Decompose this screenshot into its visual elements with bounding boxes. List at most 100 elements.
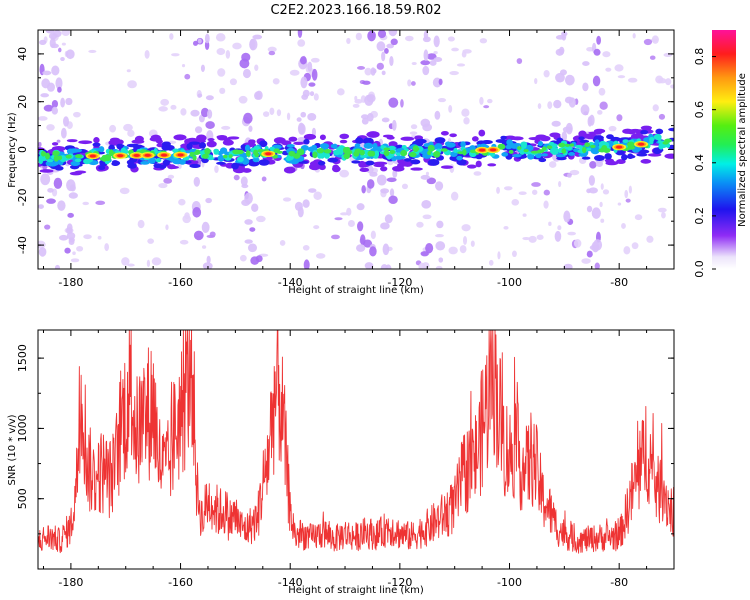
colorbar-tick-label: 0.0 [693, 260, 706, 278]
heatmap-background-blob [665, 78, 672, 86]
heatmap-streak-blob [254, 91, 261, 100]
heatmap-streak-blob [247, 243, 258, 253]
heatmap-background-blob [649, 55, 656, 60]
heatmap-band-blob [311, 144, 317, 149]
heatmap-band-blob [510, 136, 524, 141]
heatmap-background-blob [214, 165, 219, 174]
heatmap-background-blob [522, 213, 527, 217]
heatmap-background-blob [127, 129, 135, 137]
heatmap-streak-blob [587, 116, 593, 127]
y-tick-label: -40 [16, 236, 29, 254]
heatmap-band-blob [627, 130, 636, 135]
heatmap-background-blob [272, 78, 280, 85]
heatmap-background-blob [144, 49, 150, 59]
heatmap-background-blob [331, 234, 340, 240]
heatmap-band-blob [397, 155, 406, 160]
heatmap-background-blob [209, 231, 216, 238]
heatmap-band-blob [222, 139, 234, 146]
heatmap-background-blob [463, 117, 470, 125]
heatmap-band-blob [440, 130, 449, 136]
x-tick-label: -100 [497, 576, 522, 589]
heatmap-band-blob [495, 139, 507, 143]
heatmap-band-blob [649, 138, 654, 145]
heatmap-background-blob [586, 46, 594, 52]
heatmap-band-blob [616, 159, 626, 165]
heatmap-streak-blob [53, 177, 63, 189]
heatmap-background-blob [219, 87, 226, 94]
heatmap-band-blob [382, 134, 394, 138]
heatmap-hotspot-core [637, 142, 645, 146]
heatmap-band-blob [126, 143, 139, 148]
heatmap-streak-blob [63, 116, 69, 127]
heatmap-background-blob [528, 235, 537, 243]
heatmap-band-blob [201, 153, 209, 159]
heatmap-background-blob [536, 234, 544, 240]
heatmap-streak-blob [60, 57, 65, 62]
heatmap-streak-blob [392, 169, 398, 178]
heatmap-band-blob [222, 154, 228, 159]
heatmap-streak-blob [68, 239, 75, 245]
spectrogram-xlabel: Height of straight line (km) [288, 285, 424, 296]
heatmap-band-blob [462, 148, 467, 156]
heatmap-band-blob [668, 127, 674, 132]
heatmap-hotspot-core [615, 145, 623, 149]
colorbar-gradient [712, 30, 736, 269]
heatmap-background-blob [215, 33, 226, 42]
heatmap-streak-blob [240, 176, 248, 187]
colorbar-label: Normalized spectral amplitude [737, 73, 748, 227]
heatmap-streak-blob [564, 74, 575, 86]
heatmap-band-blob [109, 137, 121, 143]
heatmap-band-blob [578, 130, 587, 138]
heatmap-background-blob [97, 235, 102, 240]
heatmap-band-blob [336, 146, 343, 154]
heatmap-band-blob [69, 171, 83, 176]
heatmap-background-blob [180, 108, 187, 116]
heatmap-streak-blob [420, 174, 430, 180]
heatmap-band-blob [372, 142, 378, 150]
heatmap-background-blob [339, 169, 350, 178]
heatmap-band-blob [286, 143, 295, 148]
heatmap-streak-blob [302, 89, 310, 98]
heatmap-band-blob [52, 151, 59, 156]
heatmap-streak-blob [249, 38, 258, 51]
heatmap-band-blob [370, 150, 376, 157]
heatmap-background-blob [450, 191, 459, 201]
x-tick-label: -80 [610, 276, 628, 289]
x-tick-label: -180 [58, 276, 83, 289]
heatmap-background-blob [163, 177, 173, 184]
colorbar-tick-label: 0.6 [693, 101, 706, 119]
heatmap-streak-blob [244, 192, 253, 205]
heatmap-background-blob [543, 200, 549, 209]
heatmap-band-blob [535, 134, 547, 139]
heatmap-streak-blob [367, 30, 376, 42]
heatmap-background-blob [557, 225, 562, 231]
heatmap-streak-blob [592, 75, 601, 87]
heatmap-band-blob [553, 147, 559, 155]
heatmap-band-blob [427, 144, 435, 152]
heatmap-band-blob [403, 158, 412, 162]
heatmap-band-blob [558, 142, 566, 148]
heatmap-streak-blob [45, 30, 55, 34]
heatmap-band-blob [253, 149, 259, 156]
heatmap-background-blob [448, 105, 453, 113]
heatmap-background-blob [165, 224, 169, 231]
heatmap-streak-blob [54, 264, 61, 269]
heatmap-background-blob [104, 243, 110, 252]
heatmap-background-blob [422, 214, 432, 220]
heatmap-background-blob [233, 174, 240, 181]
heatmap-background-blob [61, 30, 71, 36]
heatmap-band-blob [537, 141, 544, 147]
heatmap-background-blob [58, 47, 62, 53]
heatmap-band-blob [400, 136, 415, 141]
heatmap-streak-blob [46, 198, 56, 204]
heatmap-band-blob [65, 154, 72, 159]
heatmap-background-blob [448, 246, 458, 255]
heatmap-background-blob [605, 67, 612, 72]
heatmap-streak-blob [297, 122, 305, 135]
heatmap-streak-blob [311, 68, 318, 81]
x-tick-label: -160 [168, 276, 193, 289]
heatmap-streak-blob [362, 80, 371, 85]
heatmap-streak-blob [438, 257, 444, 263]
heatmap-background-blob [410, 124, 418, 130]
